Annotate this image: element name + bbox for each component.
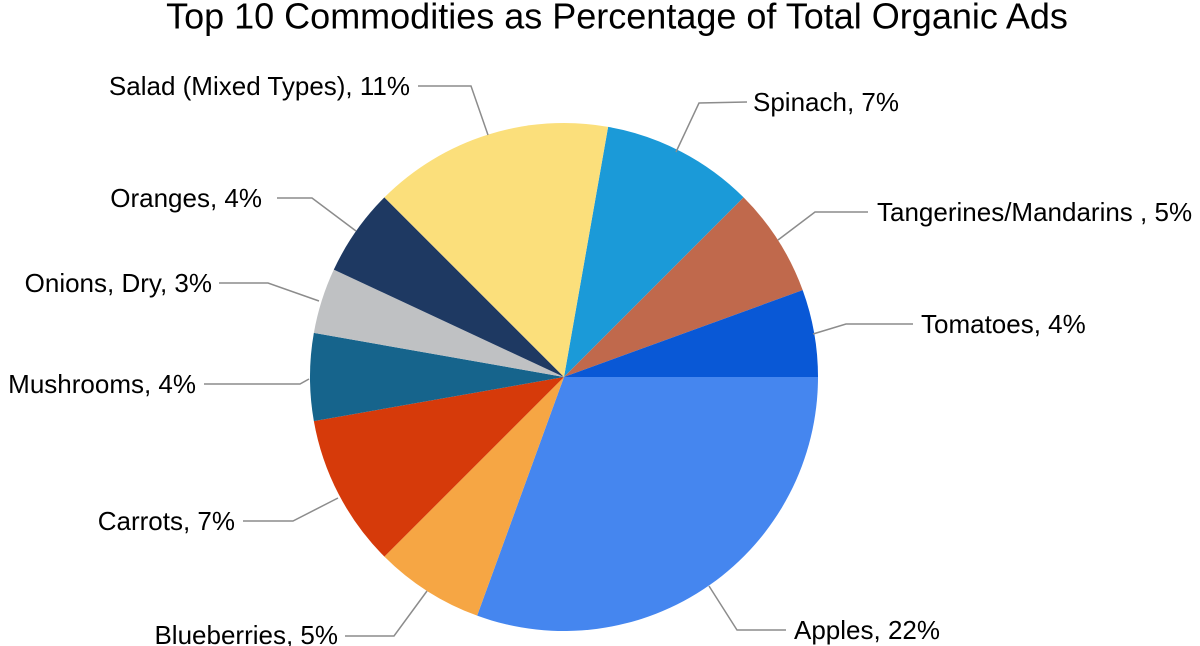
leader-line-blueberries xyxy=(345,590,428,637)
pie-slice-salad xyxy=(384,122,609,378)
pie-slice-carrots xyxy=(313,377,564,557)
pie-slice-tomatoes xyxy=(564,290,818,377)
leader-line-onions-dry xyxy=(219,282,320,302)
pie-slice-blueberries xyxy=(384,377,564,616)
slice-label-mushrooms: Mushrooms, 4% xyxy=(8,369,196,399)
leader-line-oranges xyxy=(277,197,357,232)
slice-label-oranges: Oranges, 4% xyxy=(110,183,262,213)
leader-line-apples xyxy=(708,585,786,631)
pie-slice-onions-dry xyxy=(313,269,564,377)
slice-label-tomatoes: Tomatoes, 4% xyxy=(921,309,1086,339)
leader-line-salad xyxy=(418,85,489,136)
slice-label-carrots: Carrots, 7% xyxy=(98,506,235,536)
pie-slice-spinach xyxy=(564,126,744,377)
leader-line-mushrooms xyxy=(204,378,310,385)
slice-label-apples: Apples, 22% xyxy=(794,615,940,645)
pie-slice-oranges xyxy=(333,197,564,377)
pie-slice-apples xyxy=(477,377,818,631)
leader-line-tomatoes xyxy=(812,323,913,335)
chart-title: Top 10 Commodities as Percentage of Tota… xyxy=(166,0,1068,37)
pie-slice-mushrooms xyxy=(310,332,564,422)
slice-label-salad: Salad (Mixed Types), 11% xyxy=(109,71,410,101)
leader-line-spinach xyxy=(675,101,748,153)
leader-lines xyxy=(204,85,913,637)
leader-line-carrots xyxy=(243,497,339,522)
slice-label-tangerines: Tangerines/Mandarins , 5% xyxy=(877,197,1192,227)
slice-label-onions-dry: Onions, Dry, 3% xyxy=(25,268,212,298)
leader-line-tangerines xyxy=(777,211,868,241)
slice-label-blueberries: Blueberries, 5% xyxy=(154,620,338,646)
pie-slice-tangerines xyxy=(564,197,803,377)
slice-labels: Spinach, 7% Tangerines/Mandarins , 5% Toma… xyxy=(8,71,1192,646)
pie-slices xyxy=(310,122,818,631)
slice-label-spinach: Spinach, 7% xyxy=(753,87,899,117)
